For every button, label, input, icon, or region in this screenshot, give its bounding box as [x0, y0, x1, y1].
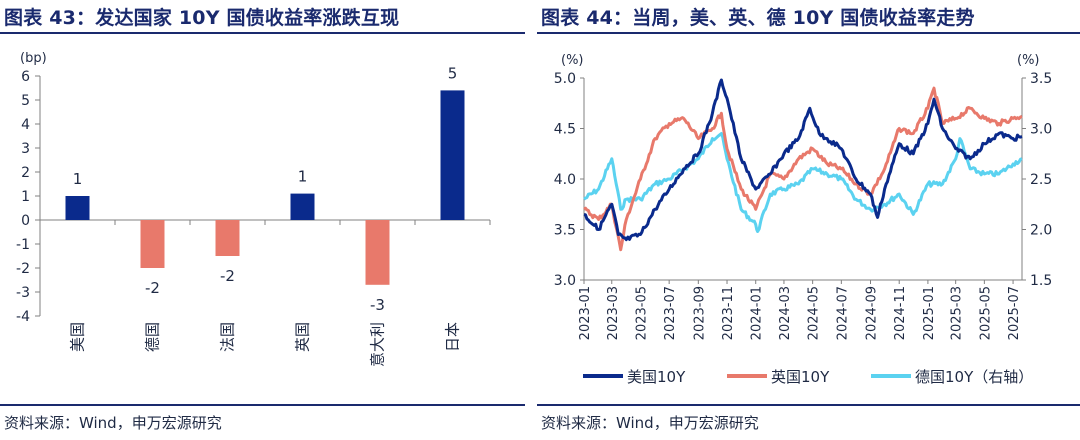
x-category-label: 德国 [144, 322, 162, 352]
right-footer-rule [537, 404, 1080, 406]
y-tick-label: -4 [16, 309, 30, 325]
y-tick-label: 0 [21, 213, 30, 229]
x-tick-group: 2024-09 [865, 286, 880, 340]
legend-label: 德国10Y（右轴） [915, 368, 1033, 386]
bar-value-label: -2 [220, 267, 235, 285]
y-tick-label: 1 [21, 189, 30, 205]
x-category-label: 英国 [294, 322, 312, 352]
left-y-tick-label: 3.5 [554, 223, 576, 239]
x-tick-group: 2024-05 [807, 286, 822, 340]
right-y-tick-label: 3.5 [1030, 71, 1052, 87]
x-tick-label: 2024-11 [893, 286, 908, 340]
left-figure: 图表 43：发达国家 10Y 国债收益率涨跌互现 (bp) 6 5 4 3 2 1 0 -1 -2… [0, 0, 525, 440]
x-tick-group: 2025-05 [978, 286, 993, 340]
bar [365, 220, 390, 285]
y-unit-label: (bp) [20, 51, 47, 66]
left-source-note: 资料来源：Wind，申万宏源研究 [4, 414, 222, 432]
y-tick-label: 2 [21, 165, 30, 181]
x-tick-group: 2023-05 [634, 286, 649, 340]
series-line [583, 86, 1023, 252]
right-y-tick-label: 2.0 [1030, 223, 1052, 239]
left-footer-rule [0, 404, 525, 406]
x-tick-group: 2023-03 [606, 286, 621, 340]
x-category-group: 日本 [444, 322, 462, 352]
y-tick-label: 5 [21, 93, 30, 109]
x-tick-group: 2024-01 [750, 286, 765, 340]
right-y-tick-label: 3.0 [1030, 122, 1052, 138]
x-tick-group: 2023-11 [721, 286, 736, 340]
left-y-tick-label: 4.5 [554, 122, 576, 138]
y-tick-label: 6 [21, 69, 30, 85]
bar [140, 220, 165, 268]
left-axis-unit: (%) [561, 53, 584, 68]
x-tick-label: 2023-07 [663, 286, 678, 340]
x-tick-label: 2025-03 [950, 286, 965, 340]
x-category-group: 美国 [69, 322, 87, 352]
x-tick-group: 2025-03 [950, 286, 965, 340]
x-tick-label: 2024-03 [778, 286, 793, 340]
x-category-group: 法国 [219, 322, 237, 352]
x-tick-group: 2023-07 [663, 286, 678, 340]
y-tick-label: 3 [21, 141, 30, 157]
x-category-group: 意大利 [369, 322, 387, 367]
legend-label: 英国10Y [771, 368, 830, 386]
bar-chart: (bp) 6 5 4 3 2 1 0 -1 -2 -3 -4 1 美国 -2 德国 -2 法国 1 英国 -3 意大利 5 日… [16, 51, 491, 367]
x-tick-group: 2023-09 [692, 286, 707, 340]
x-tick-label: 2023-11 [721, 286, 736, 340]
left-figure-title: 图表 43：发达国家 10Y 国债收益率涨跌互现 [4, 7, 400, 29]
y-tick-label: -2 [16, 261, 30, 277]
x-tick-group: 2024-07 [835, 286, 850, 340]
right-figure: 图表 44：当周，美、英、德 10Y 国债收益率走势 (%) (%) 5.0 4.5 4… [537, 0, 1080, 440]
series-line [583, 132, 1023, 233]
x-tick-group: 2025-01 [922, 286, 937, 340]
x-tick-label: 2025-01 [922, 286, 937, 340]
bar-value-label: 1 [298, 168, 308, 186]
bar [440, 90, 465, 221]
x-tick-label: 2025-05 [978, 286, 993, 340]
x-tick-label: 2023-05 [634, 286, 649, 340]
right-figure-title: 图表 44：当周，美、英、德 10Y 国债收益率走势 [541, 7, 975, 29]
x-tick-label: 2023-01 [578, 286, 593, 340]
x-tick-label: 2024-05 [807, 286, 822, 340]
x-tick-group: 2024-11 [893, 286, 908, 340]
right-y-tick-label: 2.5 [1030, 172, 1052, 188]
left-y-tick-label: 5.0 [554, 71, 576, 87]
x-tick-label: 2023-09 [692, 286, 707, 340]
x-tick-label: 2023-03 [606, 286, 621, 340]
x-tick-group: 2025-07 [1007, 286, 1022, 340]
bar [215, 220, 240, 256]
bar [290, 193, 315, 220]
left-title-rule [0, 32, 525, 34]
left-y-tick-label: 3.0 [554, 273, 576, 289]
legend-label: 美国10Y [627, 368, 686, 386]
x-tick-group: 2024-03 [778, 286, 793, 340]
x-tick-group: 2023-01 [578, 286, 593, 340]
x-category-label: 美国 [69, 322, 87, 352]
bar-value-label: 5 [448, 64, 458, 82]
x-tick-label: 2024-01 [750, 286, 765, 340]
right-source-note: 资料来源：Wind，申万宏源研究 [541, 414, 759, 432]
bar-value-label: 1 [73, 170, 83, 188]
y-tick-label: -1 [16, 237, 30, 253]
x-category-label: 日本 [444, 322, 462, 352]
x-category-group: 英国 [294, 322, 312, 352]
series-line [583, 78, 1023, 242]
right-axis-unit: (%) [1017, 53, 1040, 68]
line-chart: (%) (%) 5.0 4.5 4.0 3.5 3.0 3.5 3.0 2.5 2.0 1.5 2023… [554, 53, 1053, 386]
bar [65, 196, 90, 220]
bar-value-label: -3 [370, 296, 385, 314]
x-tick-label: 2025-07 [1007, 286, 1022, 340]
right-y-tick-label: 1.5 [1030, 273, 1052, 289]
x-category-group: 德国 [144, 322, 162, 352]
x-category-label: 法国 [219, 322, 237, 352]
right-title-rule [537, 32, 1080, 34]
y-tick-label: -3 [16, 285, 30, 301]
left-y-tick-label: 4.0 [554, 172, 576, 188]
x-tick-label: 2024-09 [865, 286, 880, 340]
bar-value-label: -2 [145, 279, 160, 297]
x-tick-label: 2024-07 [835, 286, 850, 340]
y-tick-label: 4 [21, 117, 30, 133]
x-category-label: 意大利 [369, 322, 387, 367]
